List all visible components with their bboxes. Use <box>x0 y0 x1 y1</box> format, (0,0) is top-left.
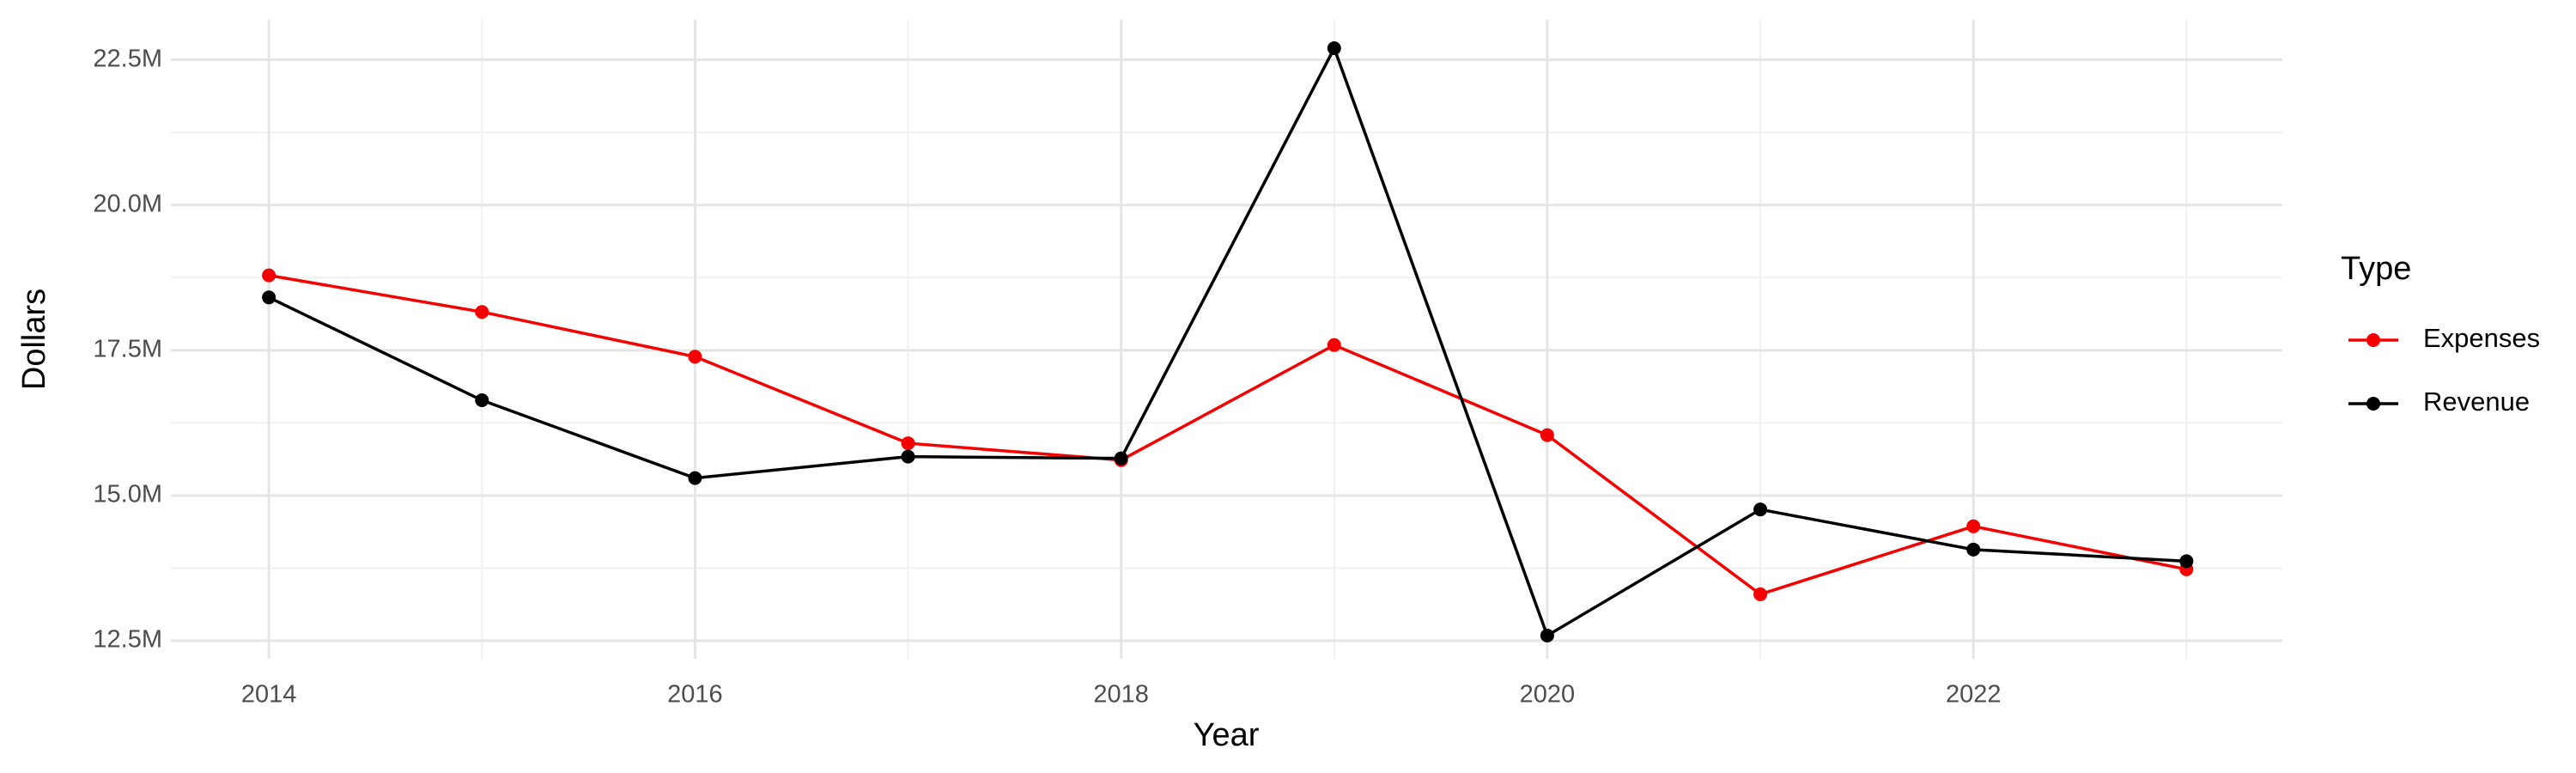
data-point <box>901 436 915 451</box>
data-point <box>1327 41 1341 56</box>
data-point <box>688 471 702 485</box>
data-point <box>1327 338 1341 352</box>
y-tick-label: 20.0M <box>93 190 162 217</box>
data-point <box>1540 628 1554 642</box>
data-point <box>1966 519 1981 533</box>
x-tick-label: 2014 <box>241 681 297 709</box>
y-tick-label: 15.0M <box>93 481 162 508</box>
data-point <box>1966 542 1981 557</box>
x-tick-label: 2018 <box>1093 681 1149 709</box>
legend-key-point <box>2366 333 2380 347</box>
legend-label: Expenses <box>2423 323 2540 353</box>
series-line <box>268 44 2187 638</box>
data-point <box>1753 502 1768 517</box>
data-point <box>1540 428 1554 442</box>
y-axis-title: Dollars <box>16 289 52 390</box>
data-point <box>262 290 276 305</box>
series-line <box>268 273 2187 596</box>
y-tick-label: 22.5M <box>93 45 162 72</box>
legend-title: Type <box>2341 251 2411 287</box>
legend-key-point <box>2366 397 2380 411</box>
y-tick-label: 12.5M <box>93 626 162 654</box>
legend-label: Revenue <box>2423 386 2530 417</box>
x-tick-label: 2016 <box>667 681 723 709</box>
data-point <box>475 305 489 320</box>
data-point <box>2179 554 2194 569</box>
x-axis-title: Year <box>1194 717 1260 753</box>
data-point <box>901 449 915 464</box>
x-tick-label: 2020 <box>1520 681 1576 709</box>
y-tick-label: 17.5M <box>93 336 162 363</box>
data-point <box>1753 587 1768 601</box>
data-point <box>1114 451 1128 466</box>
data-point <box>262 268 276 283</box>
x-tick-label: 2022 <box>1946 681 2002 709</box>
data-point <box>475 393 489 408</box>
data-point <box>688 350 702 364</box>
